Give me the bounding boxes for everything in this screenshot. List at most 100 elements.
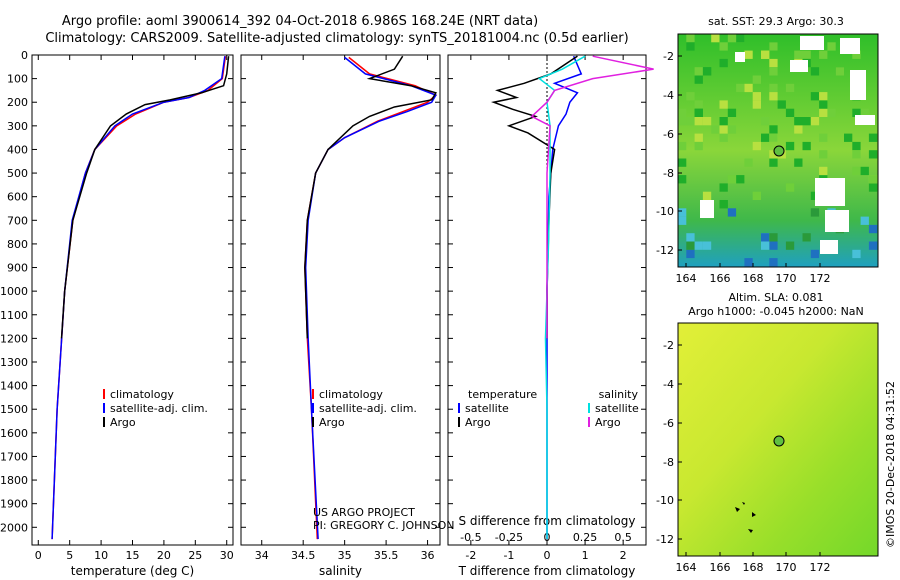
credit-project: US ARGO PROJECT	[313, 506, 415, 519]
sst-argo-marker	[773, 145, 785, 157]
map-x-tick-label: 168	[743, 561, 764, 574]
sst-patch	[752, 100, 761, 109]
sst-patch	[702, 241, 712, 250]
sst-patch	[719, 133, 728, 142]
sst-patch	[744, 258, 753, 267]
sst-patch	[719, 117, 728, 126]
sst-patch	[769, 42, 778, 51]
sst-patch	[860, 108, 869, 117]
sst-patch	[702, 67, 712, 76]
sst-patch	[802, 50, 811, 59]
sst-patch	[702, 191, 712, 200]
sst-patch	[719, 42, 728, 51]
sst-patch	[686, 249, 695, 259]
sla-argo-marker	[773, 435, 785, 447]
sst-patch	[719, 100, 728, 109]
sst-patch	[736, 83, 745, 93]
sst-patch	[694, 75, 703, 84]
sst-patch	[769, 67, 778, 76]
x-tick-label: 34.5	[291, 549, 316, 562]
sst-patch	[761, 241, 770, 250]
legend-label: climatology	[319, 388, 383, 401]
legend-label: Argo	[465, 416, 491, 429]
sst-patch	[785, 141, 795, 151]
sst-patch	[810, 208, 820, 217]
sla-map-frame	[677, 322, 879, 557]
sst-patch	[761, 117, 770, 126]
x-tick-label: 0	[35, 549, 42, 562]
sst-patch	[678, 216, 687, 225]
sst-patch	[702, 117, 712, 126]
legend-label: Argo	[595, 416, 621, 429]
sst-patch	[686, 92, 695, 101]
map-x-tick-label: 172	[810, 561, 831, 574]
series-line-climatology	[304, 56, 438, 540]
sst-missing-patch	[790, 60, 808, 72]
map-x-tick-label: 168	[743, 272, 764, 285]
sst-patch	[794, 125, 803, 134]
x-tick-label: 34	[255, 549, 269, 562]
series-line-temperature-argo	[490, 55, 578, 339]
sla-map: Altim. SLA: 0.081 Argo h1000: -0.045 h20…	[656, 291, 879, 574]
sst-patch	[694, 67, 703, 76]
sst-patch	[752, 75, 761, 84]
map-y-tick-label: -4	[663, 378, 674, 391]
sst-patch	[810, 92, 820, 101]
sst-patch	[810, 117, 820, 126]
y-tick-label: 700	[7, 214, 28, 227]
sst-map-patches	[678, 34, 878, 267]
y-tick-label: 1500	[0, 403, 28, 416]
sst-map: sat. SST: 29.3 Argo: 30.3 164 166 168 170 17…	[656, 15, 879, 285]
x-tick-label: 5	[66, 549, 73, 562]
sst-patch	[852, 50, 861, 59]
map-y-tick-label: -2	[663, 50, 674, 63]
legend-label: satellite-adj. clim.	[110, 402, 208, 415]
sst-patch	[719, 183, 728, 192]
sst-patch	[769, 158, 778, 167]
x-tick-label: -1	[503, 549, 514, 562]
series-line-satellite-adj-clim-	[51, 56, 226, 540]
sst-patch	[819, 100, 828, 109]
sst-patch	[819, 92, 828, 101]
temperature-panel: 0 5 10 15 20 25 30 temperature (deg C) 0 100 200 30…	[0, 49, 234, 578]
map-y-tick-label: -12	[656, 244, 674, 257]
sst-patch	[785, 83, 795, 93]
sst-patch	[752, 141, 761, 151]
y-tick-label: 600	[7, 191, 28, 204]
sst-missing-patch	[820, 240, 838, 254]
sst-patch	[719, 58, 728, 68]
map-y-tick-label: -10	[656, 205, 674, 218]
y-tick-label: 1700	[0, 450, 28, 463]
sst-patch	[860, 166, 869, 176]
sst-patch	[785, 241, 795, 250]
sst-patch	[810, 191, 820, 200]
series-line-argo	[304, 55, 437, 339]
x2-tick-label: -0.5	[460, 531, 481, 544]
sst-patch	[844, 133, 853, 142]
map-y-tick-label: -4	[663, 89, 674, 102]
sst-patch	[686, 233, 695, 242]
sst-patch	[719, 125, 728, 134]
sst-patch	[761, 233, 770, 242]
x-tick-label: 2	[620, 549, 627, 562]
sst-patch	[719, 200, 728, 209]
sst-patch	[678, 117, 687, 126]
map-x-tick-label: 166	[710, 272, 731, 285]
map-y-tick-label: -6	[663, 128, 674, 141]
sst-patch	[694, 117, 703, 126]
series-line-argo	[60, 56, 230, 339]
sst-patch	[694, 133, 703, 142]
y-tick-label: 300	[7, 120, 28, 133]
sst-patch	[769, 258, 778, 267]
sst-patch	[769, 125, 778, 134]
x-tick-label: 15	[126, 549, 140, 562]
sst-patch	[827, 108, 836, 117]
sst-patch	[868, 133, 878, 142]
x2-tick-label: -0.25	[495, 531, 523, 544]
sst-patch	[752, 92, 761, 101]
legend-title-temperature: temperature	[468, 388, 537, 401]
sst-patch	[727, 208, 737, 217]
sst-patch	[711, 34, 720, 43]
x-tick-label: 20	[157, 549, 171, 562]
sst-patch	[736, 175, 745, 184]
